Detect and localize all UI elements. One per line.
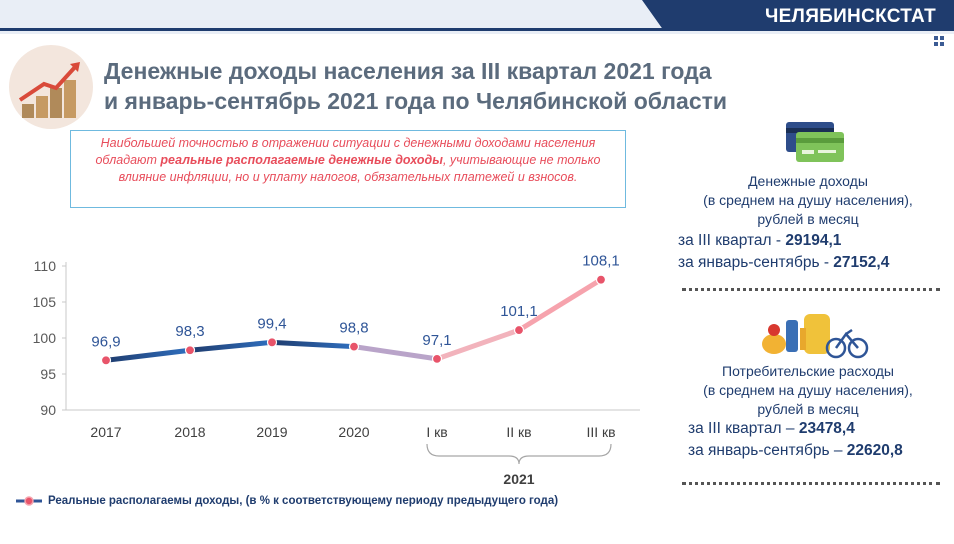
series-line-segment	[269, 339, 357, 350]
data-label: 108,1	[582, 253, 620, 270]
data-label: 98,8	[339, 320, 368, 337]
data-label: 101,1	[500, 303, 538, 320]
shopping-icon	[762, 314, 869, 359]
legend-label: Реальные располагаемы доходы, (в % к соо…	[48, 495, 559, 507]
income-ytd: за январь-сентябрь - 27152,4	[678, 254, 890, 271]
data-label: 98,3	[175, 323, 204, 340]
x-tick-label: III кв	[586, 424, 615, 440]
income-caption-line-2: (в среднем на душу населения),	[703, 192, 913, 208]
expenses-q3-value: 23478,4	[798, 420, 855, 437]
group-bracket	[426, 443, 612, 465]
x-tick-label: 2020	[338, 424, 369, 440]
y-tick-label: 110	[34, 258, 57, 274]
y-tick-label: 105	[33, 294, 57, 310]
divider-dots-2	[682, 482, 940, 485]
data-point	[348, 341, 360, 352]
series-line-segment	[187, 339, 275, 353]
corner-decoration	[934, 36, 946, 48]
income-caption: Денежные доходы (в среднем на душу насел…	[666, 172, 950, 229]
expenses-caption-line-2: (в среднем на душу населения),	[703, 382, 913, 398]
x-tick-label: I кв	[426, 424, 447, 440]
data-label: 96,9	[91, 333, 120, 350]
brand-label: ЧЕЛЯБИНСКСТАТ	[642, 0, 954, 31]
note-text-part2: , учитывающие не только влияние инфляции…	[118, 153, 601, 184]
x-tick-label: 2017	[90, 424, 121, 440]
data-point	[184, 345, 196, 356]
expenses-q3: за III квартал – 23478,4	[688, 420, 855, 437]
title-line-1: Денежные доходы населения за III квартал…	[104, 58, 712, 84]
income-caption-line-3: рублей в месяц	[757, 211, 859, 227]
page-title: Денежные доходы населения за III квартал…	[104, 56, 727, 116]
note-text-part1: Наибольшей точностью в отражении ситуаци…	[95, 136, 596, 167]
chart-legend: Реальные располагаемы доходы, (в % к соо…	[16, 495, 558, 507]
expenses-caption-line-1: Потребительские расходы	[722, 363, 894, 379]
coins-growth-icon	[9, 45, 93, 129]
x-tick-label: 2018	[174, 424, 205, 440]
title-line-2: и январь-сентябрь 2021 года по Челябинск…	[104, 88, 728, 114]
x-tick-label: 2019	[256, 424, 287, 440]
expenses-ytd-value: 22620,8	[846, 442, 903, 459]
series-line-segment	[351, 344, 440, 362]
data-point	[513, 324, 525, 336]
income-line-chart: 90 95 100 105 110 96,9 2017 98,3 2018 99,4 2019 98,…	[33, 253, 640, 487]
y-tick-label: 100	[33, 330, 57, 346]
income-q3-value: 29194,1	[785, 232, 842, 249]
info-note: Наибольшей точностью в отражении ситуаци…	[70, 130, 626, 208]
data-label: 97,1	[422, 332, 451, 349]
x-tick-label: II кв	[506, 424, 531, 440]
income-caption-line-1: Денежные доходы	[748, 173, 868, 189]
data-point	[431, 353, 443, 364]
group-label: 2021	[503, 471, 534, 487]
expenses-ytd: за январь-сентябрь – 22620,8	[688, 442, 903, 459]
expenses-caption-line-3: рублей в месяц	[757, 401, 859, 417]
top-bar-stripe	[0, 28, 954, 31]
note-text-bold: реальные располагаемые денежные доходы	[160, 153, 443, 167]
cards-icon	[786, 122, 844, 162]
series-line-segment	[434, 327, 522, 362]
data-label: 99,4	[257, 315, 286, 332]
expenses-caption: Потребительские расходы (в среднем на ду…	[666, 362, 950, 419]
y-tick-label: 95	[40, 366, 56, 382]
y-tick-label: 90	[40, 402, 56, 418]
series-line-segment	[103, 347, 193, 363]
income-ytd-value: 27152,4	[833, 254, 890, 271]
data-point	[266, 337, 278, 348]
series-line-segment	[516, 277, 604, 333]
divider-dots-1	[682, 288, 940, 291]
legend-marker-icon	[16, 496, 42, 506]
income-q3: за III квартал - 29194,1	[678, 232, 842, 249]
data-point	[100, 355, 112, 366]
data-point	[595, 274, 607, 285]
